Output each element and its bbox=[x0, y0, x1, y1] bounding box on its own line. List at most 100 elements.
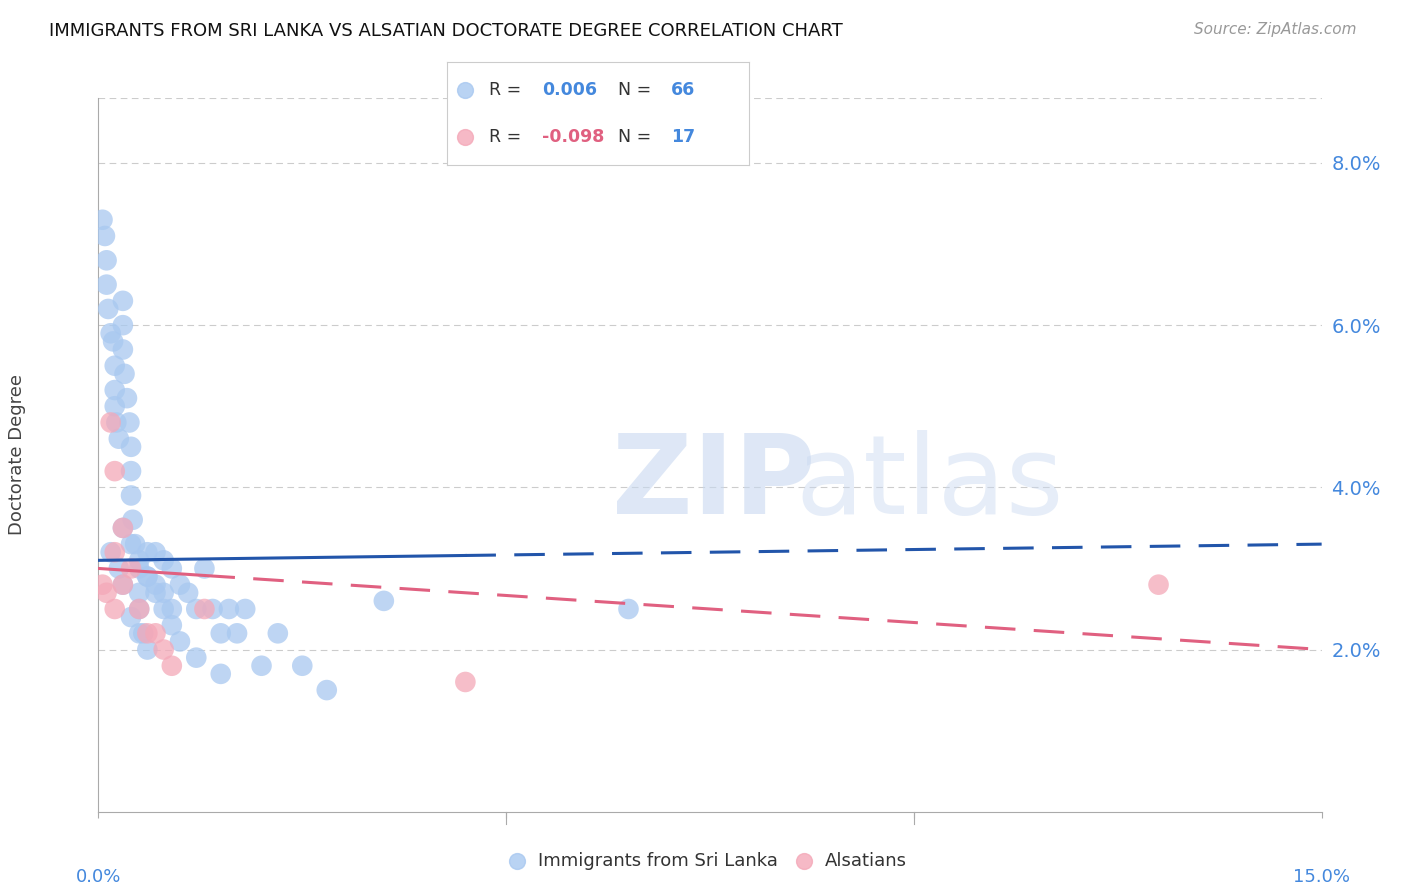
Point bbox=[145, 545, 167, 559]
Text: R =: R = bbox=[489, 81, 527, 99]
Point bbox=[233, 602, 256, 616]
Point bbox=[128, 561, 150, 575]
Point bbox=[186, 602, 208, 616]
Text: IMMIGRANTS FROM SRI LANKA VS ALSATIAN DOCTORATE DEGREE CORRELATION CHART: IMMIGRANTS FROM SRI LANKA VS ALSATIAN DO… bbox=[49, 22, 844, 40]
Point bbox=[209, 666, 232, 681]
Point bbox=[115, 391, 138, 405]
Point bbox=[177, 586, 200, 600]
Point bbox=[120, 464, 142, 478]
Text: ZIP: ZIP bbox=[612, 430, 815, 537]
Text: 0.006: 0.006 bbox=[543, 81, 598, 99]
Point bbox=[120, 610, 142, 624]
Point bbox=[209, 626, 232, 640]
Point bbox=[152, 642, 174, 657]
Point bbox=[120, 537, 142, 551]
Point bbox=[145, 626, 167, 640]
Point bbox=[226, 626, 249, 640]
Point bbox=[94, 229, 117, 244]
Text: -0.098: -0.098 bbox=[543, 128, 605, 146]
Point bbox=[108, 561, 131, 575]
Point bbox=[454, 83, 477, 97]
Point bbox=[128, 602, 150, 616]
Text: R =: R = bbox=[489, 128, 527, 146]
Point bbox=[136, 642, 159, 657]
Point bbox=[111, 521, 134, 535]
Point bbox=[111, 343, 134, 357]
Point bbox=[193, 561, 215, 575]
Point bbox=[114, 367, 136, 381]
Point bbox=[104, 359, 127, 373]
Point bbox=[104, 464, 127, 478]
Point bbox=[201, 602, 224, 616]
Point bbox=[121, 513, 143, 527]
Point bbox=[315, 683, 337, 698]
Point bbox=[128, 602, 150, 616]
Point bbox=[118, 416, 141, 430]
Point bbox=[97, 301, 120, 316]
Point bbox=[291, 658, 314, 673]
Point bbox=[1147, 577, 1170, 591]
Text: N =: N = bbox=[617, 81, 657, 99]
Point bbox=[136, 545, 159, 559]
Point bbox=[104, 399, 127, 413]
Point bbox=[250, 658, 273, 673]
Point bbox=[169, 577, 191, 591]
Point bbox=[111, 293, 134, 308]
Point bbox=[104, 602, 127, 616]
Text: 0.0%: 0.0% bbox=[76, 869, 121, 887]
Text: Doctorate Degree: Doctorate Degree bbox=[8, 375, 25, 535]
Point bbox=[145, 586, 167, 600]
Point bbox=[91, 577, 114, 591]
Text: Immigrants from Sri Lanka: Immigrants from Sri Lanka bbox=[538, 852, 779, 870]
Point bbox=[104, 545, 127, 559]
Point bbox=[152, 602, 174, 616]
Point bbox=[111, 577, 134, 591]
Point bbox=[128, 626, 150, 640]
Point bbox=[100, 545, 122, 559]
Text: Source: ZipAtlas.com: Source: ZipAtlas.com bbox=[1194, 22, 1357, 37]
Point bbox=[108, 432, 131, 446]
Point bbox=[218, 602, 240, 616]
Text: 66: 66 bbox=[671, 81, 695, 99]
Point bbox=[136, 569, 159, 583]
Point bbox=[160, 561, 183, 575]
Text: Alsatians: Alsatians bbox=[825, 852, 907, 870]
Point bbox=[136, 626, 159, 640]
Point bbox=[454, 675, 477, 690]
Point bbox=[193, 602, 215, 616]
Point bbox=[128, 586, 150, 600]
Point bbox=[111, 521, 134, 535]
Point bbox=[105, 416, 128, 430]
Text: 17: 17 bbox=[671, 128, 695, 146]
Point bbox=[128, 553, 150, 567]
Point bbox=[111, 577, 134, 591]
Point bbox=[186, 650, 208, 665]
Point bbox=[145, 577, 167, 591]
Point bbox=[101, 334, 124, 349]
Point bbox=[104, 383, 127, 397]
Point bbox=[132, 626, 155, 640]
Point bbox=[793, 854, 815, 868]
Point bbox=[91, 212, 114, 227]
Point bbox=[617, 602, 640, 616]
Point bbox=[152, 553, 174, 567]
Point bbox=[100, 326, 122, 341]
Point bbox=[160, 618, 183, 632]
Point bbox=[111, 318, 134, 333]
Point bbox=[152, 586, 174, 600]
Text: atlas: atlas bbox=[796, 430, 1064, 537]
Point bbox=[96, 253, 118, 268]
Point bbox=[100, 416, 122, 430]
Point bbox=[96, 277, 118, 292]
Point bbox=[160, 658, 183, 673]
Point bbox=[120, 440, 142, 454]
Text: 15.0%: 15.0% bbox=[1294, 869, 1350, 887]
Point bbox=[267, 626, 290, 640]
Point bbox=[136, 569, 159, 583]
Point bbox=[169, 634, 191, 648]
Point bbox=[124, 537, 146, 551]
Point bbox=[454, 130, 477, 145]
Point bbox=[373, 594, 395, 608]
Point bbox=[506, 854, 529, 868]
Point bbox=[120, 488, 142, 502]
